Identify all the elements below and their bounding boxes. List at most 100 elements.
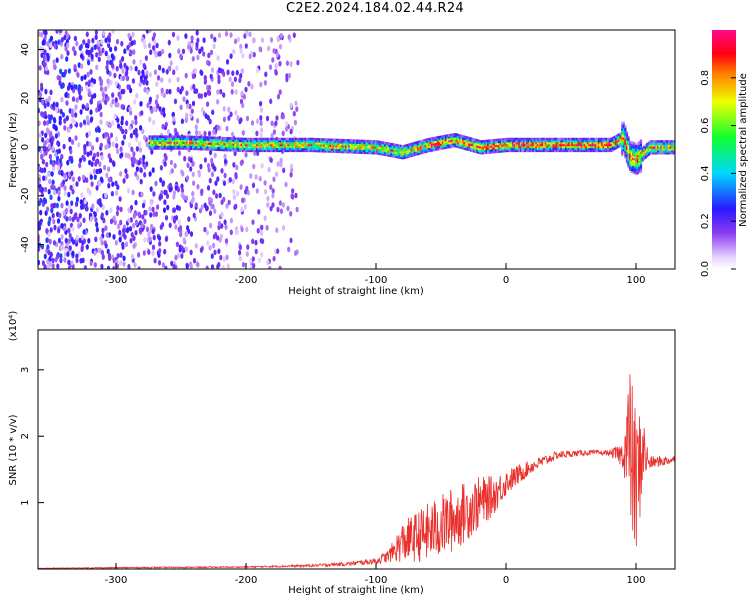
- ridge-cell: [232, 137, 235, 140]
- ridge-cell: [540, 139, 543, 143]
- noise-cell: [109, 207, 113, 213]
- ridge-cell: [444, 142, 448, 145]
- ridge-cell: [304, 145, 307, 149]
- ridge-cell: [324, 150, 327, 153]
- ridge-cell: [547, 139, 551, 143]
- noise-cell: [66, 50, 70, 56]
- noise-cell: [134, 220, 139, 226]
- noise-cell: [70, 200, 74, 206]
- ridge-cell: [650, 142, 653, 145]
- ridge-cell: [605, 145, 608, 149]
- ridge-cell: [448, 137, 451, 141]
- noise-cell: [194, 202, 198, 208]
- ridge-cell: [571, 147, 574, 151]
- ridge-cell: [410, 148, 413, 152]
- ridge-cell: [477, 141, 480, 145]
- ridge-cell: [429, 141, 432, 145]
- noise-cell: [107, 182, 111, 189]
- ridge-cell: [343, 139, 346, 142]
- ridge-cell: [480, 140, 483, 143]
- noise-cell: [111, 141, 115, 147]
- ridge-cell: [327, 146, 331, 149]
- ridge-cell: [329, 138, 332, 142]
- noise-cell: [158, 106, 162, 112]
- ridge-cell: [413, 147, 416, 151]
- ridge-cell: [452, 133, 455, 136]
- ridge-cell: [164, 145, 167, 148]
- ridge-cell: [653, 146, 657, 149]
- noise-cell: [235, 69, 239, 76]
- noise-cell: [132, 235, 136, 242]
- noise-cell: [47, 188, 51, 195]
- ridge-cell: [580, 141, 583, 145]
- noise-cell: [145, 80, 149, 86]
- noise-cell: [195, 30, 199, 36]
- ridge-cell: [632, 145, 635, 149]
- ridge-cell: [660, 140, 663, 143]
- ridge-cell: [622, 150, 625, 154]
- ridge-cell: [337, 142, 340, 146]
- noise-cell: [66, 251, 70, 257]
- ridge-cell: [278, 149, 281, 153]
- ridge-cell: [271, 137, 274, 141]
- ridge-cell: [374, 149, 377, 153]
- ridge-cell: [633, 144, 636, 147]
- ridge-cell: [521, 137, 524, 141]
- ridge-cell: [444, 138, 448, 142]
- ridge-cell: [402, 148, 405, 152]
- ridge-cell: [599, 141, 602, 145]
- noise-cell: [124, 168, 128, 174]
- ridge-cell: [178, 137, 181, 140]
- ridge-cell: [655, 146, 658, 149]
- noise-cell: [208, 245, 212, 251]
- ridge-cell: [409, 149, 412, 152]
- ridge-cell: [583, 143, 586, 147]
- ridge-cell: [212, 144, 215, 147]
- noise-cell: [86, 120, 90, 126]
- ridge-cell: [572, 145, 575, 149]
- ridge-cell: [491, 148, 494, 152]
- noise-cell: [232, 194, 236, 201]
- ridge-cell: [162, 143, 165, 146]
- ridge-cell: [349, 147, 352, 150]
- noise-cell: [151, 250, 155, 256]
- ridge-cell: [223, 144, 226, 148]
- ridge-cell: [494, 150, 497, 154]
- ridge-cell: [352, 147, 356, 150]
- noise-cell: [60, 170, 64, 177]
- x-tick-label: -100: [365, 575, 388, 586]
- ridge-cell: [663, 140, 666, 143]
- ridge-cell: [510, 145, 513, 149]
- ridge-cell: [630, 143, 633, 146]
- ridge-cell: [496, 138, 499, 142]
- noise-cell: [54, 151, 58, 158]
- noise-cell: [278, 89, 282, 95]
- noise-cell: [189, 48, 193, 54]
- ridge-cell: [220, 144, 223, 148]
- ridge-cell: [483, 147, 487, 151]
- noise-cell: [187, 216, 191, 222]
- ridge-cell: [658, 151, 661, 155]
- noise-cell: [43, 103, 47, 109]
- noise-cell: [222, 116, 227, 123]
- noise-cell: [105, 232, 109, 238]
- ridge-cell: [348, 147, 351, 150]
- ridge-cell: [239, 149, 242, 152]
- ridge-cell: [281, 149, 284, 153]
- ridge-cell: [304, 141, 307, 145]
- ridge-cell: [345, 143, 348, 146]
- ridge-cell: [365, 143, 368, 147]
- ridge-cell: [340, 150, 343, 154]
- ridge-cell: [274, 137, 278, 141]
- noise-cell: [260, 230, 264, 236]
- ridge-cell: [613, 137, 616, 141]
- ridge-cell: [290, 149, 293, 153]
- ridge-cell: [622, 127, 625, 130]
- ridge-cell: [306, 143, 309, 147]
- noise-cell: [121, 140, 125, 146]
- noise-cell: [83, 74, 87, 80]
- ridge-cell: [597, 139, 600, 143]
- ridge-cell: [224, 148, 228, 152]
- noise-cell: [203, 226, 207, 233]
- ridge-cell: [265, 143, 268, 147]
